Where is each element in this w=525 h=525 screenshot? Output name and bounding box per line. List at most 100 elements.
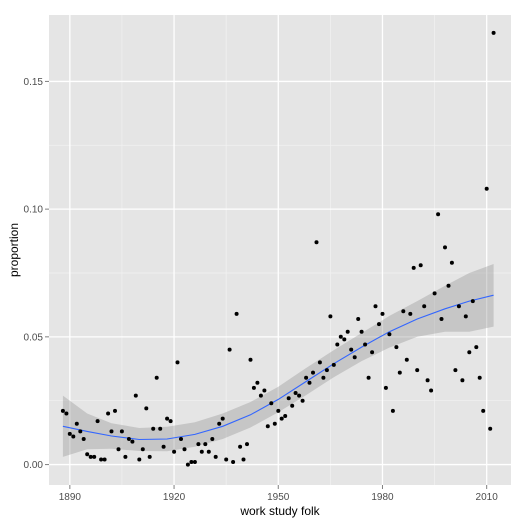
data-point xyxy=(425,378,430,383)
data-point xyxy=(377,322,381,327)
data-point xyxy=(345,329,350,334)
data-point xyxy=(196,442,201,447)
data-point xyxy=(453,368,458,373)
data-point xyxy=(81,437,86,441)
data-point xyxy=(422,304,427,309)
data-point xyxy=(245,442,249,447)
data-point xyxy=(356,317,361,321)
data-point xyxy=(179,437,183,441)
data-point xyxy=(74,421,79,426)
major-gridlines xyxy=(49,15,511,485)
data-point xyxy=(331,362,336,367)
data-point xyxy=(467,350,472,355)
data-point xyxy=(481,408,486,413)
y-axis-title: proportion xyxy=(7,223,21,277)
data-point xyxy=(199,449,204,454)
data-point xyxy=(168,419,173,424)
x-tick-label: 1950 xyxy=(267,492,290,503)
data-point xyxy=(311,370,315,375)
y-tick-label: 0.15 xyxy=(24,77,44,88)
data-point xyxy=(60,408,65,413)
y-tick-label: 0.10 xyxy=(24,205,44,216)
x-tick-label: 1890 xyxy=(59,492,82,503)
data-point xyxy=(106,411,111,416)
data-point xyxy=(415,368,420,373)
data-point xyxy=(432,291,437,296)
data-point xyxy=(390,408,395,413)
data-point xyxy=(185,462,190,467)
y-tick-label: 0.05 xyxy=(24,332,44,343)
plot-panel xyxy=(49,15,511,485)
x-axis-title: work study folk xyxy=(239,504,320,518)
data-point xyxy=(265,424,270,429)
data-point xyxy=(338,334,343,339)
data-point xyxy=(342,337,347,342)
data-point xyxy=(133,393,138,398)
data-point xyxy=(429,388,434,393)
data-point xyxy=(324,368,329,373)
data-point xyxy=(269,401,274,406)
data-point xyxy=(255,380,260,385)
data-point xyxy=(206,449,211,454)
data-point xyxy=(147,454,152,459)
data-point xyxy=(251,385,256,390)
data-point xyxy=(463,314,468,319)
data-point xyxy=(321,375,326,380)
data-point xyxy=(279,416,284,421)
data-point xyxy=(460,378,465,383)
data-points xyxy=(60,30,496,467)
data-point xyxy=(123,454,128,459)
data-point xyxy=(307,380,312,385)
data-point xyxy=(151,426,156,431)
x-tick-label: 1920 xyxy=(163,492,186,503)
data-point xyxy=(88,454,93,459)
data-point xyxy=(213,454,218,459)
data-point xyxy=(119,429,124,434)
data-point xyxy=(404,357,409,362)
data-point xyxy=(154,375,159,380)
data-point xyxy=(300,398,305,403)
data-point xyxy=(446,283,451,288)
data-point xyxy=(349,347,354,352)
data-point xyxy=(113,408,117,413)
data-point xyxy=(373,304,378,309)
data-point xyxy=(64,411,69,416)
y-tick-label: 0.00 xyxy=(24,460,44,471)
data-point xyxy=(130,439,135,444)
data-point xyxy=(238,444,243,449)
data-point xyxy=(383,385,388,390)
data-point xyxy=(470,299,475,304)
data-point xyxy=(102,457,107,462)
x-tick-label: 1980 xyxy=(371,492,394,503)
data-point xyxy=(175,360,180,365)
data-point xyxy=(304,375,309,380)
data-point xyxy=(126,437,131,441)
data-point xyxy=(449,260,454,265)
data-point xyxy=(192,460,197,464)
data-point xyxy=(328,314,333,319)
data-point xyxy=(140,447,145,452)
data-point xyxy=(109,429,114,434)
data-point xyxy=(335,342,340,347)
data-point xyxy=(116,447,121,452)
data-point xyxy=(248,357,253,362)
data-point xyxy=(224,457,229,462)
data-point xyxy=(71,434,76,439)
data-point xyxy=(314,240,319,245)
data-point xyxy=(158,426,163,431)
data-point xyxy=(380,311,385,316)
data-point xyxy=(137,457,142,462)
data-point xyxy=(262,388,267,393)
data-point xyxy=(203,442,208,447)
data-point xyxy=(95,419,100,424)
minor-gridlines xyxy=(49,15,511,485)
data-point xyxy=(411,265,416,270)
data-point xyxy=(189,460,194,464)
data-point xyxy=(477,375,482,380)
data-point xyxy=(397,370,402,375)
data-point xyxy=(283,414,288,418)
data-point xyxy=(217,421,222,426)
confidence-band xyxy=(62,264,494,457)
data-point xyxy=(210,437,215,441)
